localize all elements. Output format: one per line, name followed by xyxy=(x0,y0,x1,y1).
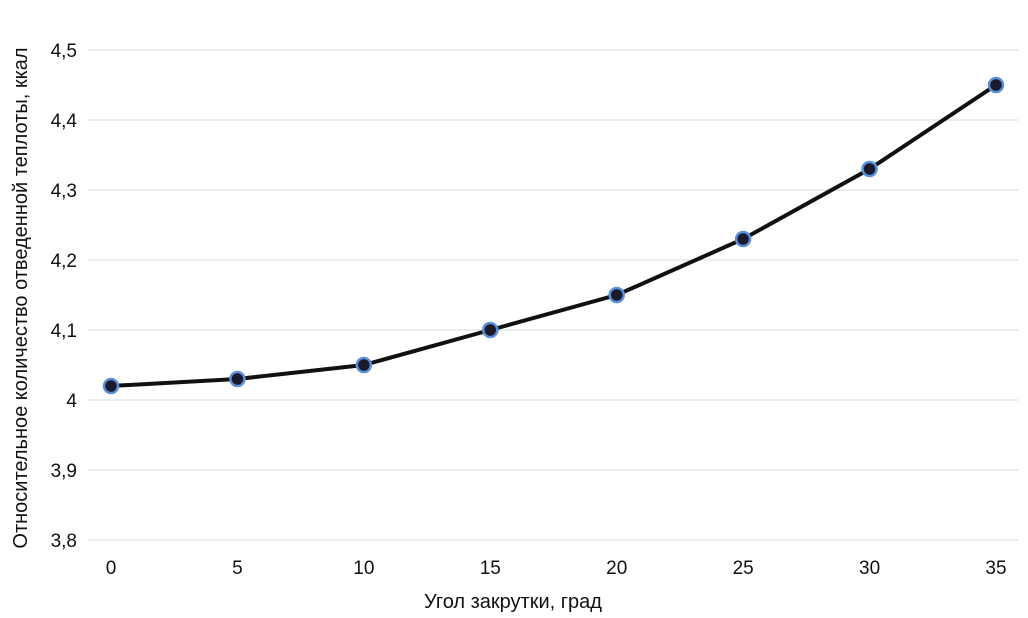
y-tick-label: 3,8 xyxy=(51,531,77,552)
x-axis-label: Угол закрутки, град xyxy=(424,591,602,613)
x-tick-label: 0 xyxy=(106,558,117,579)
y-tick-labels: 3,8 3,9 4 4,1 4,2 4,3 4,4 4,5 xyxy=(51,41,78,552)
x-tick-label: 25 xyxy=(733,558,754,579)
data-point xyxy=(734,230,752,248)
x-tick-label: 5 xyxy=(232,558,243,579)
y-tick-label: 3,9 xyxy=(51,461,77,482)
y-tick-label: 4,2 xyxy=(51,251,77,272)
x-tick-label: 20 xyxy=(606,558,627,579)
data-point xyxy=(608,286,625,304)
y-tick-label: 4,4 xyxy=(51,111,78,132)
x-tick-label: 35 xyxy=(985,558,1006,579)
x-tick-label: 10 xyxy=(353,558,374,579)
x-tick-label: 15 xyxy=(480,558,501,579)
series-line xyxy=(110,83,998,388)
data-points xyxy=(102,76,1005,395)
y-tick-label: 4,5 xyxy=(51,41,77,62)
data-point xyxy=(229,370,246,388)
data-point xyxy=(987,76,1005,94)
data-point xyxy=(355,356,373,374)
y-tick-label: 4,1 xyxy=(51,321,77,342)
y-axis-label: Относительное количество отведенной тепл… xyxy=(10,47,32,548)
x-tick-label: 30 xyxy=(859,558,880,579)
data-point xyxy=(102,377,120,395)
y-tick-label: 4,3 xyxy=(51,181,77,202)
x-tick-labels: 0 5 10 15 20 25 30 35 xyxy=(106,558,1007,579)
data-point xyxy=(482,321,499,339)
gridlines xyxy=(88,49,1018,541)
data-point xyxy=(861,160,878,178)
y-tick-label: 4 xyxy=(66,391,77,412)
